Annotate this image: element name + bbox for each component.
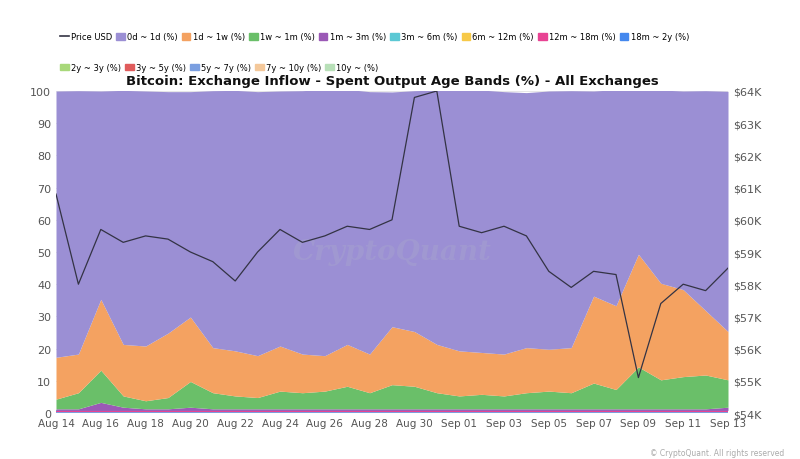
Legend: 2y ~ 3y (%), 3y ~ 5y (%), 5y ~ 7y (%), 7y ~ 10y (%), 10y ~ (%): 2y ~ 3y (%), 3y ~ 5y (%), 5y ~ 7y (%), 7… (60, 64, 378, 73)
Text: © CryptoQuant. All rights reserved: © CryptoQuant. All rights reserved (650, 448, 784, 457)
Text: CryptoQuant: CryptoQuant (293, 239, 491, 266)
Title: Bitcoin: Exchange Inflow - Spent Output Age Bands (%) - All Exchanges: Bitcoin: Exchange Inflow - Spent Output … (126, 75, 658, 88)
